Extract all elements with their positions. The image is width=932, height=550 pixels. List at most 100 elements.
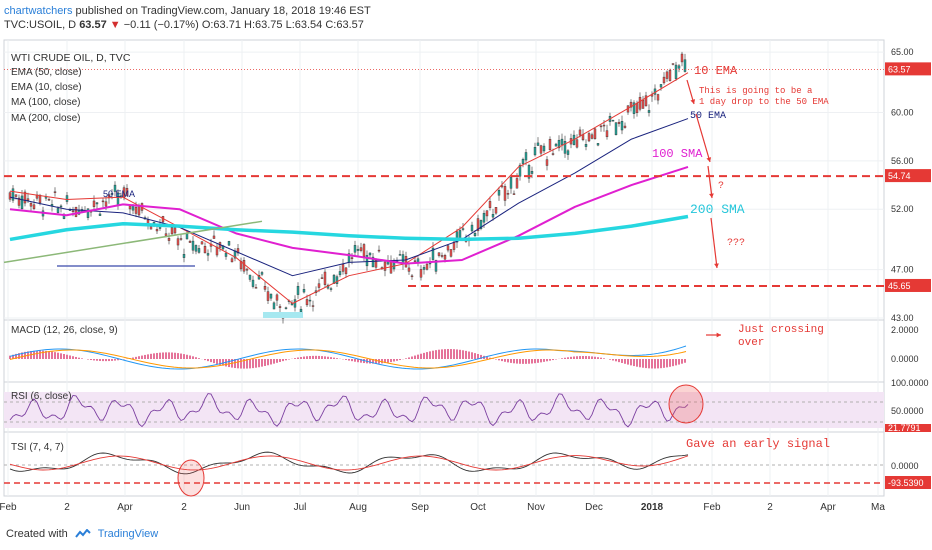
candle-body <box>272 302 276 310</box>
tsi-axis-label: 0.0000 <box>891 461 919 471</box>
arrow-macd-head <box>716 332 721 338</box>
time-axis-label: Oct <box>470 502 486 513</box>
change-value: −0.11 (−0.17%) <box>123 19 199 31</box>
legend-rsi[interactable]: RSI (6, close) <box>11 391 72 402</box>
tsi-badge: -93.5390 <box>888 478 924 488</box>
candle-body <box>443 255 447 260</box>
candle-body <box>329 288 333 290</box>
candle-body <box>47 199 51 201</box>
candle-body <box>8 192 12 200</box>
time-axis-label: Ma <box>871 502 885 513</box>
candle-body <box>308 299 312 302</box>
legend-ma200[interactable]: MA (200, close) <box>11 113 81 124</box>
candle-body <box>590 134 594 139</box>
candle-body <box>599 125 603 128</box>
time-axis-label: Feb <box>703 502 721 513</box>
arrow-down-2 <box>710 217 718 269</box>
candle-body <box>668 70 672 81</box>
legend-ema10[interactable]: EMA (10, close) <box>11 82 82 93</box>
arrow-down-1 <box>707 165 713 199</box>
footer: Created with TradingView <box>6 528 158 540</box>
candle-body <box>176 238 180 246</box>
legend-macd[interactable]: MACD (12, 26, close, 9) <box>11 325 118 336</box>
candle-body <box>512 193 516 195</box>
last-price-badge-bg <box>885 62 931 76</box>
candle-body <box>320 277 324 279</box>
candle-body <box>662 76 666 84</box>
candle-body <box>440 255 444 257</box>
author-link[interactable]: chartwatchers <box>4 5 73 17</box>
down-arrow-icon: ▼ <box>109 19 121 31</box>
legend-tsi[interactable]: TSI (7, 4, 7) <box>11 442 64 453</box>
candle-body <box>617 121 621 124</box>
candle-body <box>548 139 552 151</box>
ma100-line <box>9 165 689 265</box>
candle-body <box>197 248 201 253</box>
candle-body <box>230 258 234 263</box>
last-price-badge: 63.57 <box>888 64 911 74</box>
legend-title[interactable]: WTI CRUDE OIL, D, TVC <box>11 52 131 64</box>
candle-body <box>137 205 141 216</box>
candle-body <box>251 279 255 287</box>
price-axis-label: 47.00 <box>891 265 914 275</box>
candle-body <box>53 191 57 193</box>
candle-body <box>377 249 381 252</box>
note-macd-1: Just crossing <box>738 324 824 336</box>
candle-body <box>449 249 453 257</box>
note-50ema-left: 50 EMA <box>103 189 135 199</box>
candle-body <box>74 206 78 217</box>
rsi-badge: 21.7791 <box>888 423 921 433</box>
candle-body <box>533 147 537 156</box>
candle-body <box>134 206 138 214</box>
time-axis-label: Feb <box>0 502 17 513</box>
legend-ma100[interactable]: MA (100, close) <box>11 97 81 108</box>
candle-body <box>584 144 588 147</box>
rsi-line <box>9 393 689 428</box>
resistance-badge-bg <box>885 169 931 183</box>
candle-body <box>71 210 75 213</box>
candle-body <box>32 204 36 209</box>
candle-body <box>413 260 417 262</box>
candle-body <box>437 252 441 256</box>
candle-body <box>317 283 321 288</box>
arrow-to-resistance <box>695 113 711 163</box>
candle-body <box>593 128 597 139</box>
ema10-line <box>9 72 689 304</box>
candle-body <box>671 63 675 65</box>
candle-body <box>350 257 354 259</box>
candle-body <box>488 201 492 208</box>
candle-body <box>182 254 186 258</box>
time-axis-label: 2 <box>767 502 773 513</box>
macd-line <box>9 345 687 370</box>
candle-body <box>362 244 366 257</box>
candle-body <box>635 103 639 113</box>
publish-header: chartwatchers published on TradingView.c… <box>4 4 371 18</box>
candle-body <box>179 238 183 240</box>
note-macd-2: over <box>738 337 764 349</box>
candle-body <box>455 231 459 243</box>
tradingview-brand[interactable]: TradingView <box>97 528 159 540</box>
publish-info: published on TradingView.com, January 18… <box>75 5 371 17</box>
candle-body <box>269 293 273 299</box>
candle-body <box>338 271 342 276</box>
candle-body <box>428 262 432 265</box>
price-axis-label: 52.00 <box>891 204 914 214</box>
ohlc-values: O:63.71 H:63.75 L:63.54 C:63.57 <box>201 19 364 31</box>
candle-body <box>212 235 216 239</box>
candle-body <box>611 119 615 122</box>
candle-body <box>620 121 624 131</box>
candle-body <box>425 263 429 270</box>
arrow-to-resistance-head <box>706 157 712 162</box>
candle-body <box>683 59 687 72</box>
candle-body <box>17 197 21 206</box>
candle-body <box>542 145 546 152</box>
legend-ema50[interactable]: EMA (50, close) <box>11 67 82 78</box>
candle-body <box>356 249 360 251</box>
candle-body <box>677 65 681 69</box>
support-badge: 45.65 <box>888 281 911 291</box>
rsi-axis-label: 50.0000 <box>891 406 924 416</box>
candle-body <box>170 227 174 235</box>
symbol-label: TVC:USOIL, D <box>4 19 77 31</box>
candle-body <box>248 274 252 280</box>
candle-body <box>515 178 519 189</box>
